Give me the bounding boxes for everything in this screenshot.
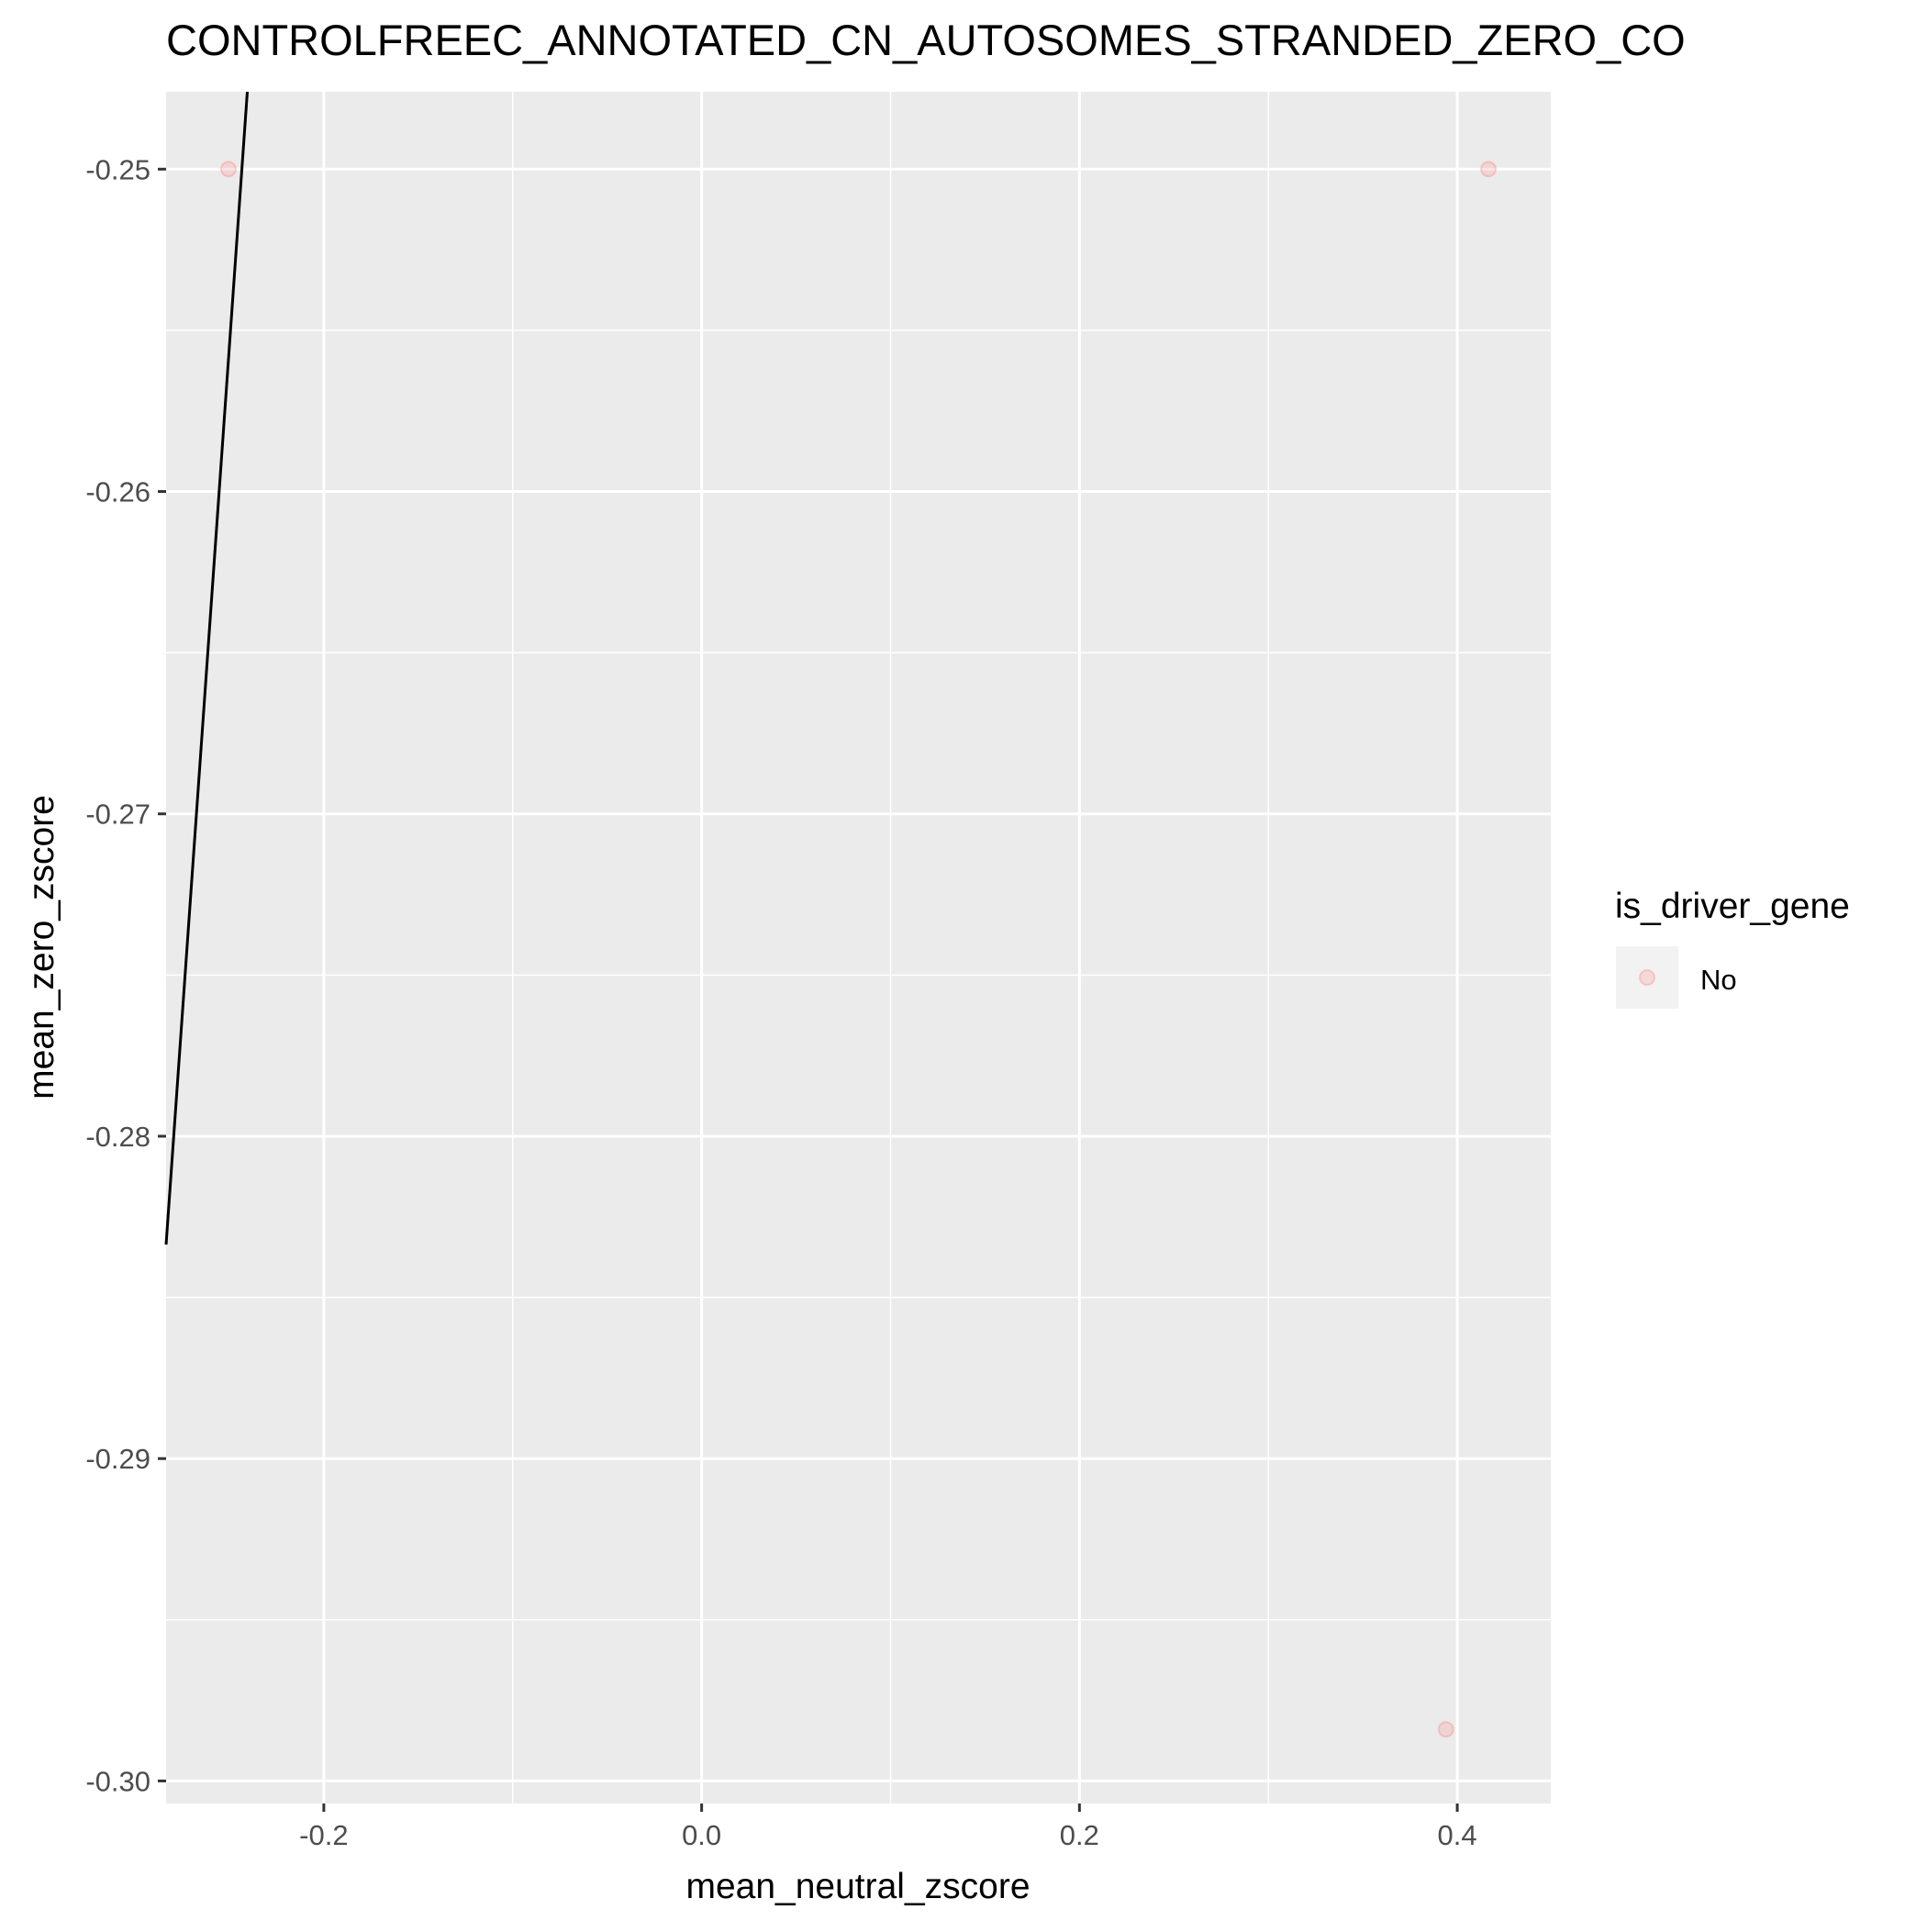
- data-point: [1437, 1721, 1454, 1738]
- x-tick-label: 0.4: [1438, 1819, 1477, 1851]
- y-tick-label: -0.28: [85, 1121, 150, 1153]
- data-points: [219, 161, 1498, 1738]
- x-axis-title: mean_neutral_zscore: [685, 1867, 1030, 1906]
- y-axis: -0.25 -0.26 -0.27 -0.28 -0.29 -0.30: [85, 153, 166, 1797]
- data-point: [1480, 161, 1498, 178]
- chart-title: CONTROLFREEC_ANNOTATED_CN_AUTOSOMES_STRA…: [166, 16, 1686, 64]
- legend-key-background: [1616, 946, 1678, 1009]
- x-tick-label: 0.2: [1060, 1819, 1099, 1851]
- legend: is_driver_gene No: [1615, 887, 1850, 1009]
- major-gridlines: [166, 92, 1551, 1804]
- legend-title: is_driver_gene: [1615, 887, 1850, 926]
- plot-panel: [166, 92, 1551, 1804]
- y-tick-label: -0.27: [85, 798, 150, 831]
- x-tick-label: -0.2: [299, 1819, 348, 1851]
- x-axis: -0.2 0.0 0.2 0.4: [299, 1804, 1477, 1851]
- fit-line-group: [164, 91, 250, 1245]
- y-axis-title: mean_zero_zscore: [22, 795, 61, 1100]
- data-point: [219, 161, 237, 178]
- x-tick-label: 0.0: [682, 1819, 721, 1851]
- fit-line: [164, 91, 250, 1245]
- y-tick-label: -0.26: [85, 476, 150, 508]
- legend-key-marker: [1639, 969, 1655, 986]
- y-tick-label: -0.25: [85, 153, 150, 185]
- legend-entry-label: No: [1700, 964, 1737, 996]
- y-tick-label: -0.30: [85, 1765, 150, 1797]
- y-tick-label: -0.29: [85, 1443, 150, 1475]
- minor-gridlines: [166, 92, 1551, 1804]
